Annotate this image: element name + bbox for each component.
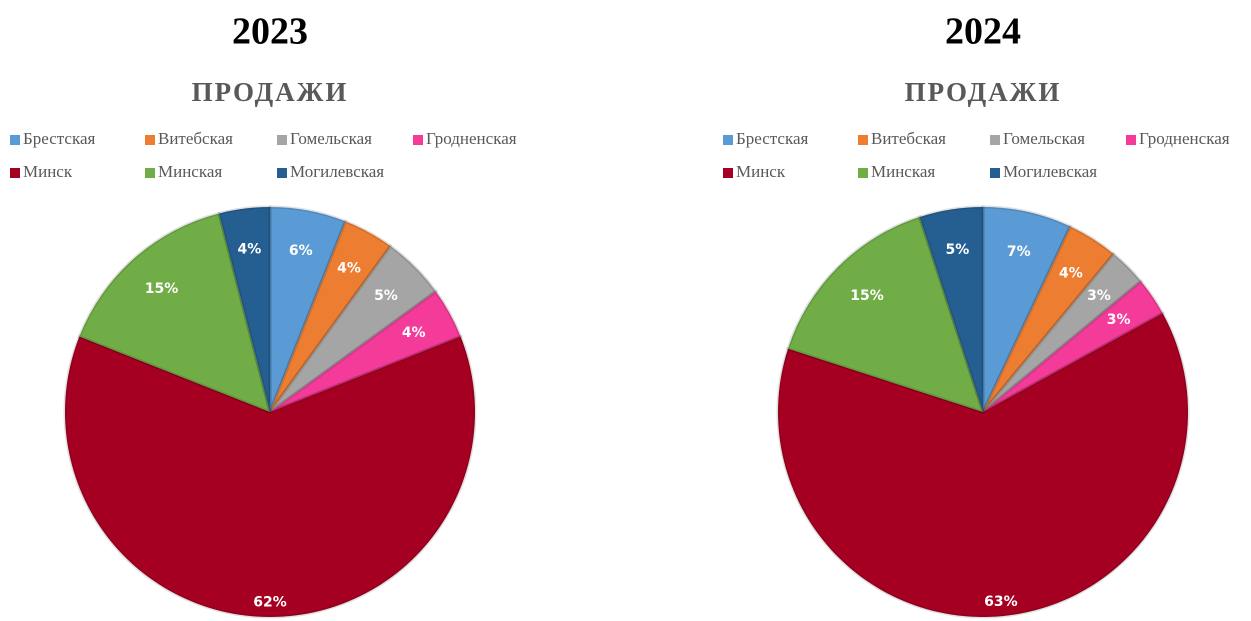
pie-slice: [268, 244, 438, 414]
data-label: 6%: [289, 243, 313, 259]
legend-swatch: [990, 168, 1000, 178]
data-label: 3%: [1087, 288, 1111, 304]
pie-slice: [981, 251, 1144, 414]
legend-swatch: [413, 135, 423, 145]
data-label: 4%: [402, 325, 426, 341]
data-label: 15%: [850, 288, 884, 304]
pie-slice: [776, 311, 1190, 619]
legend-label: Могилевская: [290, 162, 384, 181]
legend-label: Гомельская: [1003, 129, 1085, 148]
legend-label: Брестская: [23, 129, 96, 148]
legend-swatch: [145, 168, 155, 178]
legend-swatch: [858, 135, 868, 145]
data-label: 15%: [145, 281, 179, 297]
pie-slice: [217, 205, 272, 413]
legend-label: Витебская: [158, 129, 233, 148]
legend-swatch: [10, 168, 20, 178]
pie-slice: [982, 279, 1165, 414]
pie-slice: [269, 289, 463, 414]
legend-swatch: [1126, 135, 1136, 145]
legend-label: Могилевская: [1003, 162, 1097, 181]
data-label: 4%: [337, 260, 361, 276]
legend-swatch: [277, 168, 287, 178]
pie-slice: [981, 205, 1073, 413]
data-label: 5%: [945, 242, 969, 258]
data-label: 63%: [984, 594, 1018, 610]
legend-label: Витебская: [871, 129, 946, 148]
data-label: 4%: [1059, 266, 1083, 282]
pie-slice: [786, 215, 986, 415]
legend-label: Гомельская: [290, 129, 372, 148]
legend-swatch: [145, 135, 155, 145]
legend-label: Минск: [736, 162, 786, 181]
pie-slice: [63, 334, 477, 619]
legend-swatch: [858, 168, 868, 178]
legend-label: Брестская: [736, 129, 809, 148]
pie-slice: [981, 224, 1116, 413]
legend-label: Минск: [23, 162, 73, 181]
pie-slice: [268, 219, 393, 413]
data-label: 5%: [374, 288, 398, 304]
pie-slice: [268, 205, 348, 413]
legend-label: Гродненская: [1139, 129, 1230, 148]
legend-swatch: [723, 135, 733, 145]
data-label: 62%: [253, 595, 287, 611]
legend-swatch: [723, 168, 733, 178]
legend-label: Минская: [158, 162, 222, 181]
data-label: 4%: [238, 241, 262, 257]
data-label: 3%: [1107, 312, 1131, 328]
legend-label: Гродненская: [426, 129, 517, 148]
chart-title: ПРОДАЖИ: [905, 77, 1062, 107]
legend-swatch: [10, 135, 20, 145]
legend-swatch: [277, 135, 287, 145]
chart-heading: 2023: [232, 11, 308, 53]
legend-swatch: [990, 135, 1000, 145]
pie-slice: [917, 205, 985, 413]
chart-heading: 2024: [945, 11, 1021, 53]
pie-slice: [77, 211, 273, 415]
data-label: 7%: [1007, 244, 1031, 260]
chart-title: ПРОДАЖИ: [192, 77, 349, 107]
legend-label: Минская: [871, 162, 935, 181]
